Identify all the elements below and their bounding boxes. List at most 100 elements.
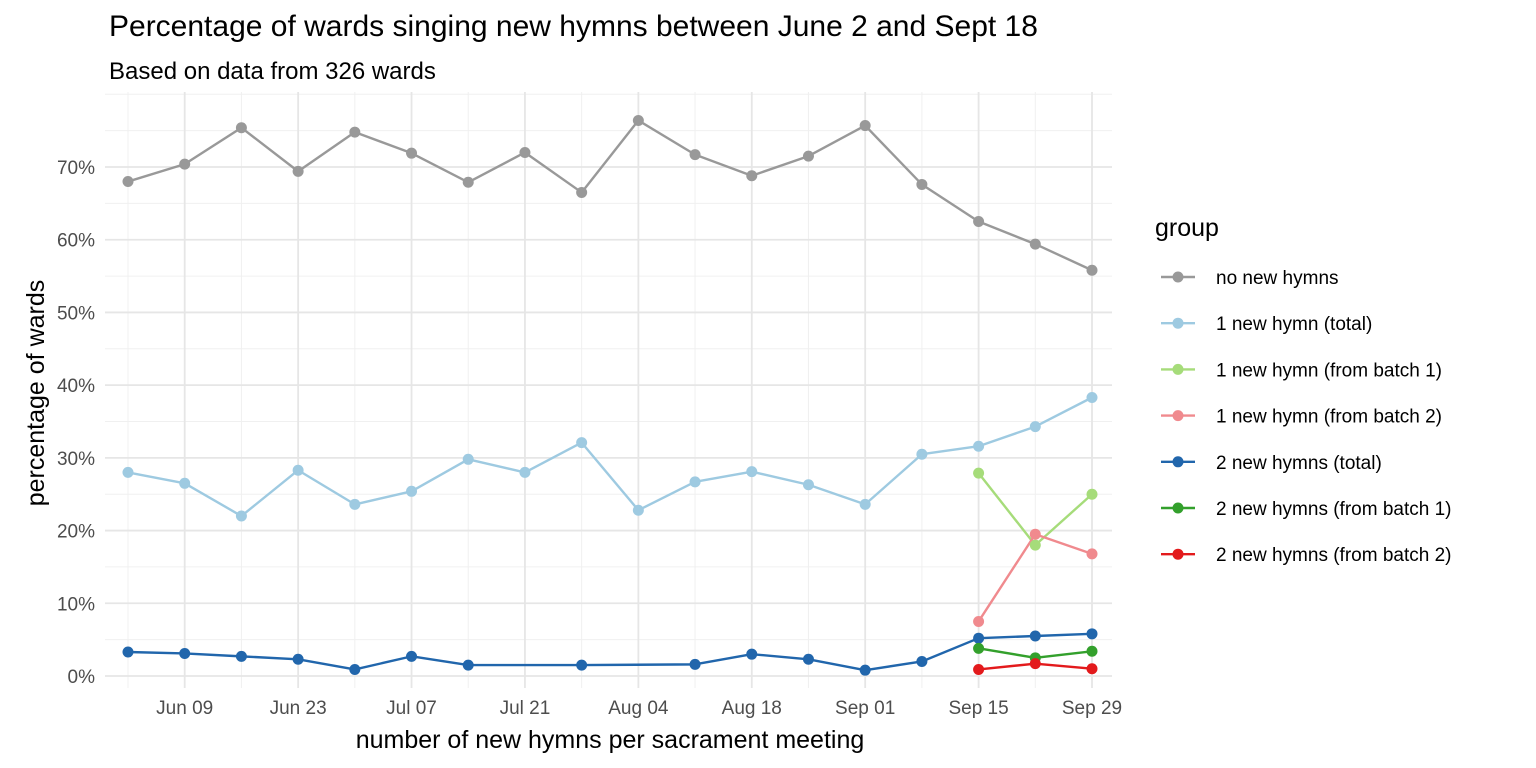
data-point: [802, 150, 814, 162]
x-tick-label: Jul 07: [386, 698, 437, 719]
legend-label: 1 new hymn (from batch 2): [1216, 407, 1442, 428]
data-point: [973, 467, 985, 479]
minor-gridlines: [105, 92, 1112, 688]
data-point: [916, 178, 928, 190]
y-tick-label: 10%: [57, 594, 95, 615]
data-point: [973, 632, 985, 644]
data-point: [916, 655, 928, 667]
legend-label: 1 new hymn (from batch 1): [1216, 360, 1442, 381]
data-point: [1086, 488, 1098, 500]
series-points: [122, 114, 1098, 676]
x-axis-tick-labels: Jun 09 Jun 23 Jul 07 Jul 21 Aug 04 Aug 18 Sep …: [156, 698, 1122, 719]
data-point: [292, 165, 304, 177]
y-tick-label: 30%: [57, 449, 95, 470]
data-point: [1086, 548, 1098, 560]
data-point: [122, 646, 134, 658]
data-point: [973, 216, 985, 228]
data-point: [576, 437, 588, 449]
data-point: [632, 504, 644, 516]
legend-key-point: [1172, 363, 1184, 375]
data-point: [916, 448, 928, 460]
data-point: [802, 653, 814, 665]
data-point: [179, 158, 191, 170]
x-tick-label: Sep 29: [1062, 698, 1122, 719]
data-point: [973, 440, 985, 452]
x-tick-label: Sep 15: [948, 698, 1008, 719]
legend-label: 2 new hymns (from batch 2): [1216, 545, 1451, 566]
data-point: [1029, 630, 1041, 642]
data-point: [462, 453, 474, 465]
legend-label: no new hymns: [1216, 268, 1339, 289]
data-point: [746, 648, 758, 660]
y-tick-label: 40%: [57, 376, 95, 397]
data-point: [1029, 658, 1041, 670]
data-point: [859, 498, 871, 510]
data-point: [406, 147, 418, 159]
legend-title: group: [1155, 214, 1219, 242]
data-point: [1029, 539, 1041, 551]
y-tick-label: 60%: [57, 231, 95, 252]
data-point: [1029, 528, 1041, 540]
data-point: [179, 477, 191, 489]
data-point: [406, 485, 418, 497]
data-point: [349, 498, 361, 510]
data-point: [1029, 421, 1041, 433]
major-gridlines: [105, 92, 1112, 688]
data-point: [179, 647, 191, 659]
series-line: [127, 632, 1093, 672]
data-point: [462, 176, 474, 188]
data-point: [1029, 238, 1041, 250]
y-tick-label: 50%: [57, 303, 95, 324]
data-point: [1086, 663, 1098, 675]
y-tick-label: 20%: [57, 522, 95, 543]
x-tick-label: Aug 18: [722, 698, 782, 719]
data-point: [746, 170, 758, 182]
data-point: [859, 120, 871, 132]
x-tick-label: Jun 23: [270, 698, 327, 719]
legend: no new hymns 1 new hymn (total) 1 new hymn…: [1161, 268, 1451, 566]
data-point: [292, 464, 304, 476]
data-point: [235, 650, 247, 662]
chart-title: Percentage of wards singing new hymns be…: [109, 10, 1038, 43]
legend-key-point: [1172, 548, 1184, 560]
legend-key-point: [1172, 410, 1184, 422]
data-point: [1086, 645, 1098, 657]
data-point: [973, 615, 985, 627]
data-point: [859, 664, 871, 676]
data-point: [462, 659, 474, 671]
data-point: [973, 663, 985, 675]
x-tick-label: Jul 21: [500, 698, 551, 719]
legend-label: 1 new hymn (total): [1216, 314, 1372, 335]
legend-label: 2 new hymns (from batch 1): [1216, 499, 1451, 520]
data-point: [349, 663, 361, 675]
data-point: [235, 122, 247, 134]
legend-label: 2 new hymns (total): [1216, 453, 1382, 474]
data-point: [576, 186, 588, 198]
data-point: [122, 176, 134, 188]
series-lines: [127, 119, 1093, 672]
data-point: [689, 149, 701, 161]
data-point: [406, 650, 418, 662]
chart-subtitle: Based on data from 326 wards: [109, 58, 436, 85]
y-tick-label: 0%: [68, 667, 96, 688]
legend-key-point: [1172, 502, 1184, 514]
data-point: [576, 659, 588, 671]
data-point: [689, 658, 701, 670]
legend-key-point: [1172, 317, 1184, 329]
data-point: [973, 642, 985, 654]
y-axis-tick-labels: 0% 10% 20% 30% 40% 50% 60% 70%: [57, 158, 95, 688]
x-tick-label: Jun 09: [156, 698, 213, 719]
data-point: [292, 653, 304, 665]
data-point: [235, 510, 247, 522]
data-point: [632, 114, 644, 126]
data-point: [1086, 628, 1098, 640]
x-axis-title: number of new hymns per sacrament meetin…: [356, 726, 865, 754]
series-line: [127, 396, 1093, 518]
legend-key-point: [1172, 271, 1184, 283]
data-point: [349, 126, 361, 138]
y-axis-title: percentage of wards: [22, 280, 50, 507]
data-point: [689, 476, 701, 488]
data-point: [122, 466, 134, 478]
data-point: [519, 146, 531, 158]
